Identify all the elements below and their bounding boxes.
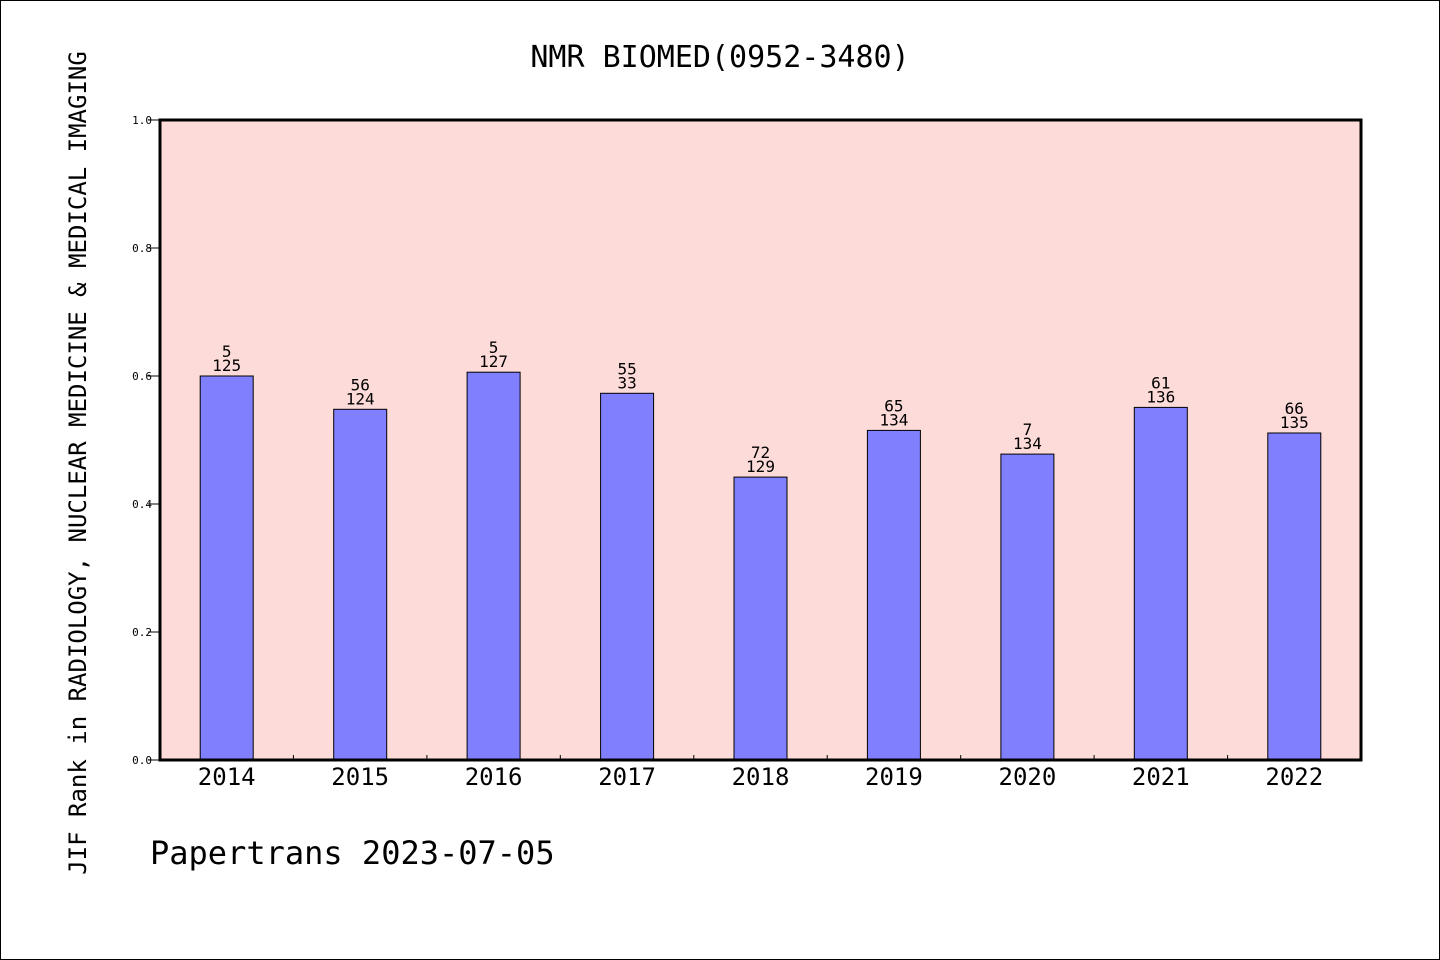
x-axis: 2014 2015 2016 2017 2018 2019 2020 2021 2022 (198, 755, 1323, 791)
bar-2014 (199, 375, 254, 761)
bar-rank-label: 55 (617, 359, 636, 378)
bar-total-label: 129 (746, 457, 775, 476)
x-tick-label: 2021 (1132, 763, 1190, 791)
x-tick-label: 2017 (598, 763, 656, 791)
bar-2020 (1000, 453, 1055, 761)
bar-total-label: 125 (212, 356, 241, 375)
y-tick-label: 0.0 (132, 754, 152, 767)
bar-2018 (733, 476, 788, 761)
y-tick-label: 0.2 (132, 626, 152, 639)
bar-total-label: 127 (479, 352, 508, 371)
bar-rank-label: 56 (351, 375, 370, 394)
bar-total-label: 124 (346, 389, 375, 408)
bar-rank-label: 5 (222, 342, 232, 361)
bars-group (199, 371, 1322, 761)
bar-2015 (333, 408, 388, 761)
x-tick-label: 2016 (465, 763, 523, 791)
bar-2021 (1133, 406, 1188, 761)
chart-title: NMR BIOMED(0952-3480) (530, 40, 909, 75)
bar-total-label: 135 (1280, 413, 1309, 432)
x-tick-label: 2015 (331, 763, 389, 791)
bar-2022 (1267, 432, 1322, 761)
y-tick-label: 0.6 (132, 370, 152, 383)
y-axis-label: JIF Rank in RADIOLOGY, NUCLEAR MEDICINE … (64, 51, 92, 875)
y-tick-label: 0.4 (132, 498, 152, 511)
bar-2019 (866, 429, 921, 761)
bar-rank-label: 61 (1151, 373, 1170, 392)
x-tick-label: 2019 (865, 763, 923, 791)
y-tick-label: 0.8 (132, 242, 152, 255)
bar-total-label: 136 (1146, 387, 1175, 406)
bar-total-label: 134 (879, 410, 908, 429)
bar-2016 (466, 371, 521, 761)
plot-border (158, 118, 1363, 762)
credit-text: Papertrans 2023-07-05 (150, 834, 555, 872)
x-tick-label: 2022 (1265, 763, 1323, 791)
bar-rank-label: 65 (884, 396, 903, 415)
x-tick-label: 2018 (732, 763, 790, 791)
bar-rank-label: 72 (751, 443, 770, 462)
bar-rank-label: 66 (1285, 399, 1304, 418)
x-tick-label: 2014 (198, 763, 256, 791)
bar-rank-label: 7 (1023, 420, 1033, 439)
bar-2017 (600, 392, 655, 761)
y-axis: 0.0 0.2 0.4 0.6 0.8 1.0 (132, 114, 160, 767)
y-tick-label: 1.0 (132, 114, 152, 127)
bar-rank-label: 5 (489, 338, 499, 357)
bar-total-label: 134 (1013, 434, 1042, 453)
bar-total-label: 33 (617, 373, 636, 392)
x-tick-label: 2020 (999, 763, 1057, 791)
